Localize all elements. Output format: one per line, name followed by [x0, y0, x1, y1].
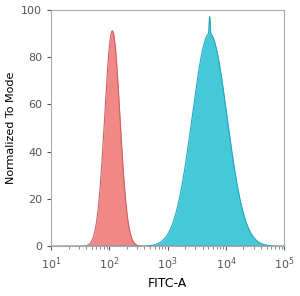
X-axis label: FITC-A: FITC-A — [148, 277, 187, 290]
Y-axis label: Normalized To Mode: Normalized To Mode — [6, 72, 16, 184]
